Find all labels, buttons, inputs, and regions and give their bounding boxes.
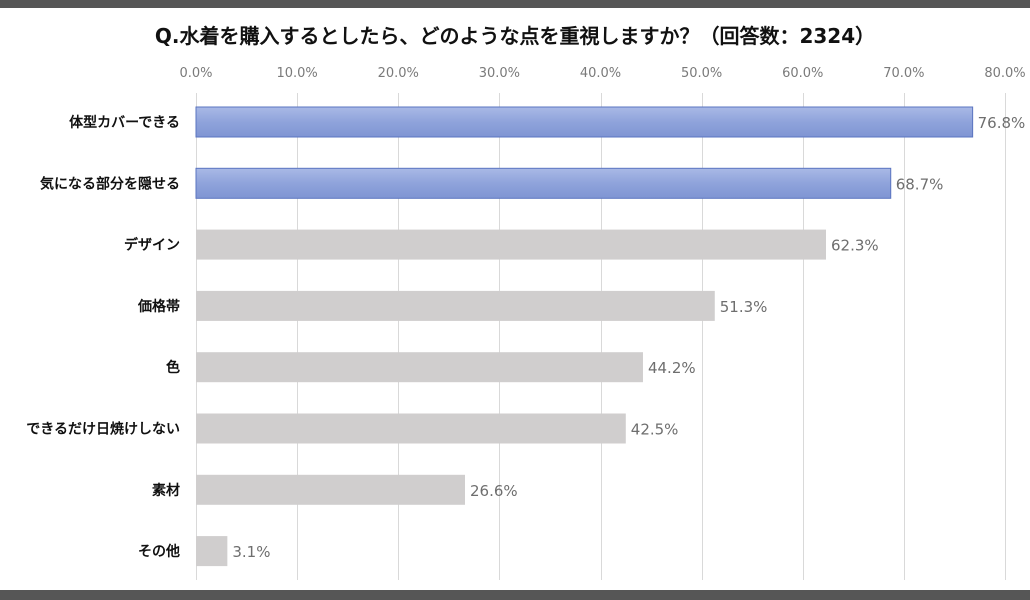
bar (196, 413, 626, 444)
bars (195, 106, 974, 567)
category-label: 色 (166, 359, 180, 376)
x-axis-ticks: 0.0% 10.0% 20.0% 30.0% 40.0% 50.0% 60.0% 70.0% 8… (179, 66, 1025, 81)
category-labels: 体型カバーできる気になる部分を隠せるデザイン価格帯色できるだけ日焼けしない素材そ… (26, 114, 180, 560)
chart-title: Q.水着を購入するとしたら、どのような点を重視しますか？（回答数：2324） (154, 24, 876, 48)
x-tick-label: 70.0% (883, 66, 924, 81)
category-label: デザイン (124, 237, 180, 254)
x-tick-label: 60.0% (782, 66, 823, 81)
category-label: 素材 (152, 482, 180, 499)
x-tick-label: 50.0% (681, 66, 722, 81)
data-label: 42.5% (631, 421, 679, 439)
bar (195, 106, 974, 138)
bar (195, 167, 892, 199)
bar (196, 474, 465, 505)
bar (196, 536, 228, 567)
x-tick-label: 30.0% (479, 66, 520, 81)
bar (196, 290, 715, 321)
data-label: 3.1% (232, 543, 270, 561)
bar (196, 352, 643, 383)
x-tick-label: 80.0% (984, 66, 1025, 81)
gridlines (196, 93, 1006, 580)
data-label: 51.3% (720, 298, 768, 316)
category-label: 体型カバーできる (69, 114, 180, 131)
bar (196, 229, 827, 260)
category-label: 気になる部分を隠せる (40, 175, 180, 192)
x-tick-label: 20.0% (378, 66, 419, 81)
data-label: 62.3% (831, 237, 879, 255)
data-label: 76.8% (978, 114, 1026, 132)
x-tick-label: 40.0% (580, 66, 621, 81)
x-tick-label: 10.0% (276, 66, 317, 81)
category-label: できるだけ日焼けしない (26, 421, 180, 438)
value-labels: 76.8% 68.7% 62.3% 51.3% 44.2% 42.5% 26.6% 3.1% (232, 114, 1025, 561)
data-label: 26.6% (470, 482, 518, 500)
category-label: 価格帯 (137, 298, 180, 315)
data-label: 68.7% (896, 175, 944, 193)
category-label: その他 (138, 543, 180, 560)
x-tick-label: 0.0% (179, 66, 212, 81)
data-label: 44.2% (648, 359, 696, 377)
